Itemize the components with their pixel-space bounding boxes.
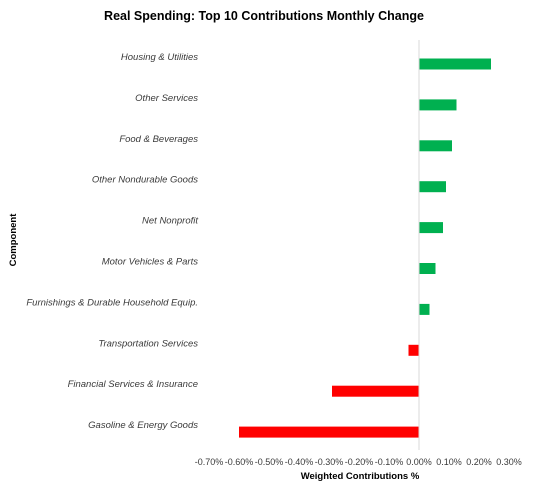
x-tick-labels: -0.70% -0.60% -0.50% -0.40% -0.30% -0.20% -0.1… xyxy=(195,457,522,467)
category-label: Net Nonprofit xyxy=(142,216,198,227)
category-label: Motor Vehicles & Parts xyxy=(102,257,199,268)
category-label: Furnishings & Durable Household Equip. xyxy=(26,297,198,308)
bar xyxy=(419,140,452,152)
bar xyxy=(419,222,443,234)
category-label: Other Nondurable Goods xyxy=(92,175,198,186)
x-tick-label: -0.30% xyxy=(315,457,344,467)
category-label: Other Services xyxy=(135,93,198,104)
x-tick-label: 0.10% xyxy=(436,457,462,467)
bar xyxy=(419,181,446,193)
x-tick-label: -0.70% xyxy=(195,457,224,467)
category-label: Food & Beverages xyxy=(119,134,198,145)
bars-layer xyxy=(239,58,491,438)
bar xyxy=(239,426,419,438)
bar xyxy=(419,99,457,111)
bar xyxy=(419,303,430,315)
bar xyxy=(408,344,419,356)
x-tick-label: 0.20% xyxy=(466,457,492,467)
x-tick-label: -0.10% xyxy=(375,457,404,467)
bar xyxy=(419,58,491,70)
y-axis-title: Component xyxy=(8,213,19,267)
x-tick-label: -0.60% xyxy=(225,457,254,467)
category-label: Transportation Services xyxy=(98,338,198,349)
category-label: Financial Services & Insurance xyxy=(68,379,198,390)
x-tick-label: -0.40% xyxy=(285,457,314,467)
category-labels: Housing & Utilities Other Services Food & … xyxy=(26,52,198,431)
bar xyxy=(419,263,436,274)
x-tick-label: -0.50% xyxy=(255,457,284,467)
bar xyxy=(332,385,419,397)
category-label: Gasoline & Energy Goods xyxy=(88,420,198,431)
x-tick-label: 0.00% xyxy=(406,457,432,467)
x-tick-label: 0.30% xyxy=(496,457,522,467)
x-tick-label: -0.20% xyxy=(345,457,374,467)
chart-title: Real Spending: Top 10 Contributions Mont… xyxy=(104,9,424,23)
category-label: Housing & Utilities xyxy=(121,52,198,63)
x-axis-title: Weighted Contributions % xyxy=(301,471,420,482)
